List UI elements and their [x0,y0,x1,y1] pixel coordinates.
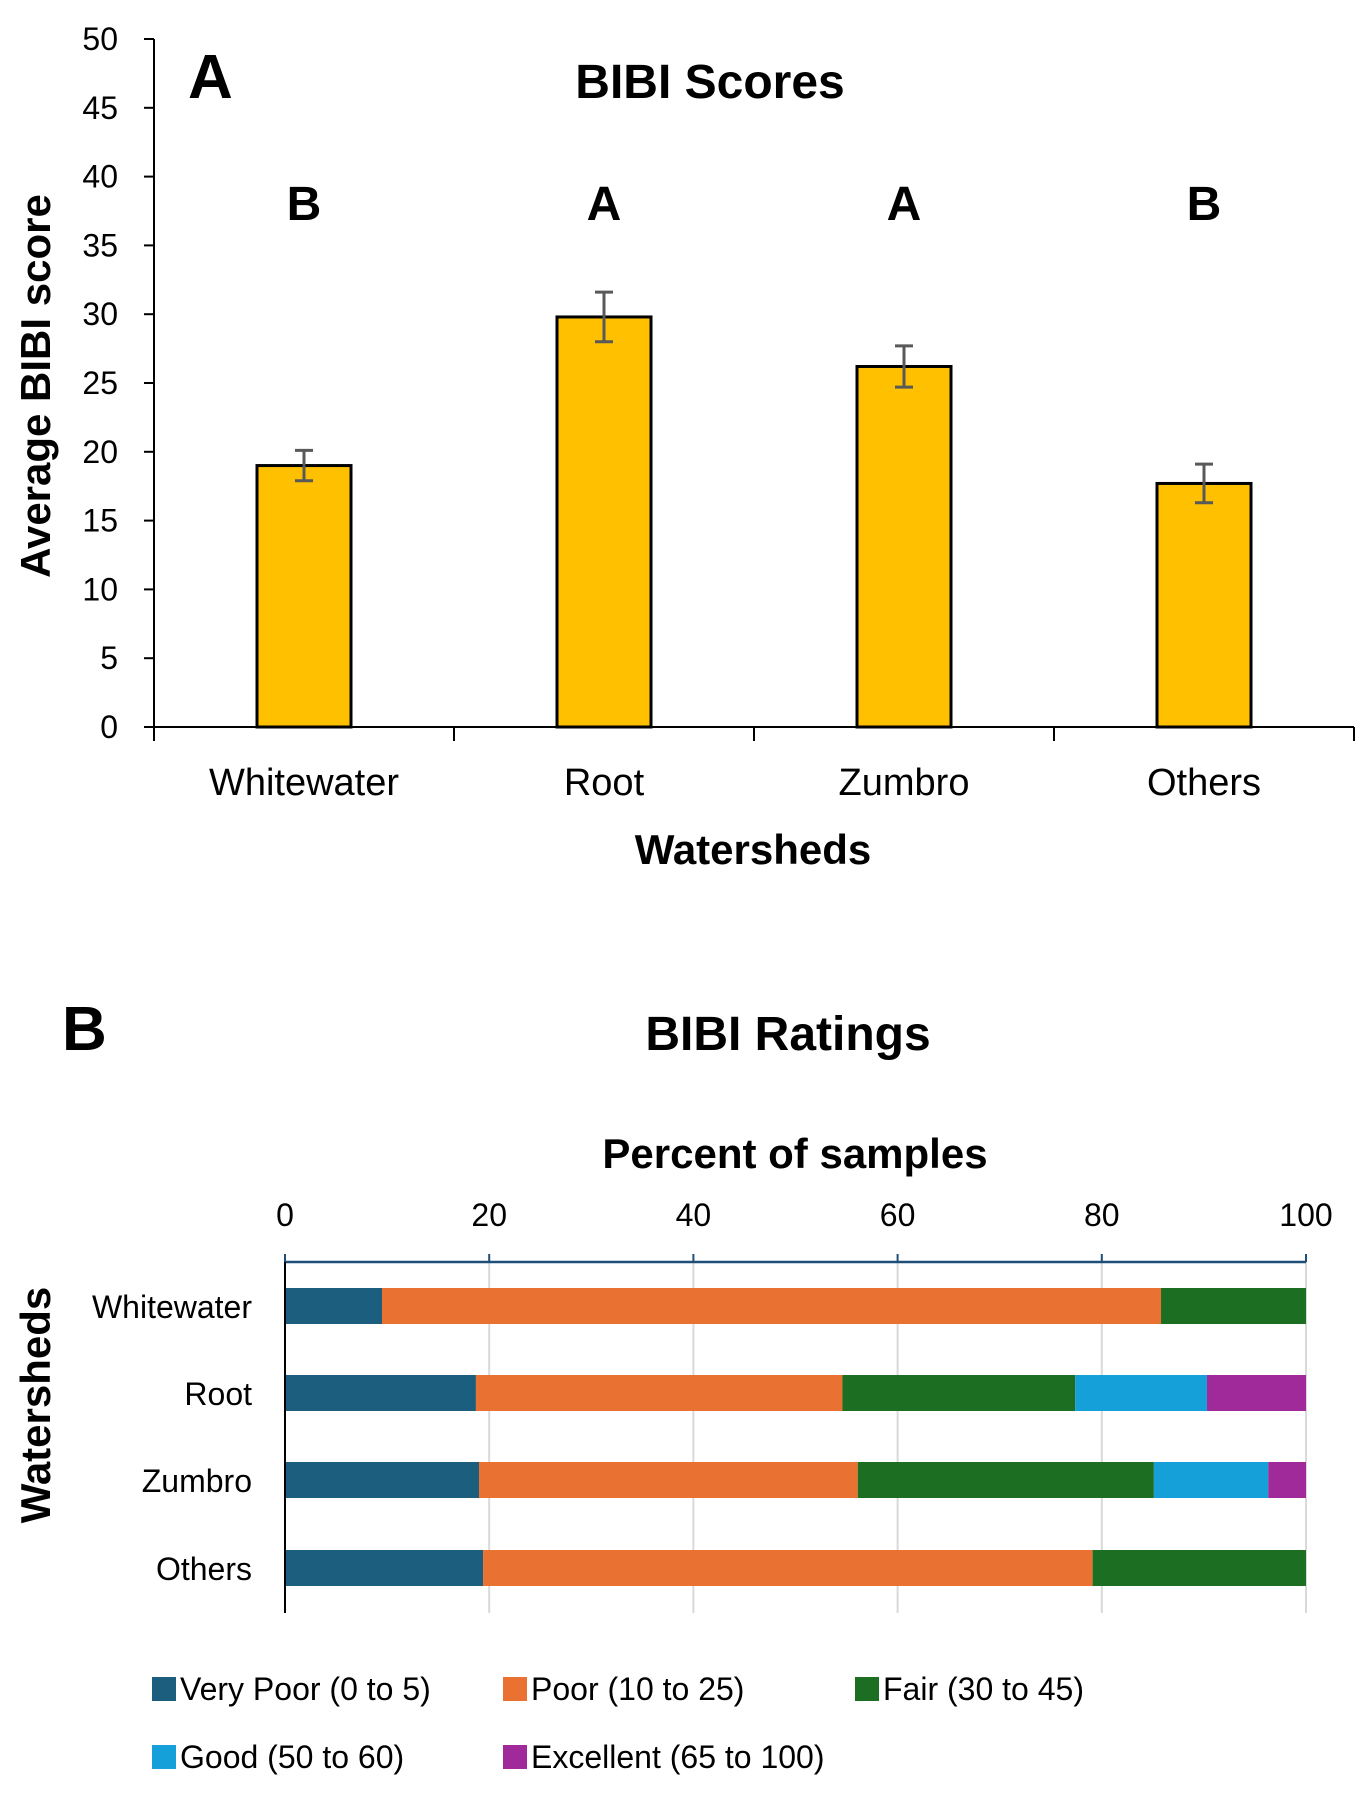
significance-letter: B [1187,178,1222,231]
legend-swatch [152,1745,176,1769]
panel-a-category-labels: Whitewater Root Zumbro Others [209,762,1261,804]
panel-b-category-labels: Whitewater Root Zumbro Others [92,1289,252,1587]
legend-swatch [503,1677,527,1701]
segment-root-1 [475,1375,843,1411]
legend-swatch [855,1677,879,1701]
segment-zumbro-1 [478,1462,858,1498]
panel-a-bar-chart: A BIBI Scores Average BIBI score Watersh… [12,21,1355,873]
x-tick-label: 20 [471,1197,507,1233]
legend-label: Poor (10 to 25) [531,1671,744,1707]
y-category-label: Zumbro [142,1463,252,1499]
segment-zumbro-0 [285,1462,479,1498]
x-tick-label: 60 [880,1197,916,1233]
panel-b-y-axis-title: Watersheds [12,1287,59,1524]
panel-a-letter: A [188,43,233,112]
panel-b-letter: B [62,995,107,1064]
bar-zumbro [855,364,953,729]
legend-swatch [503,1745,527,1769]
panel-b-bars [285,1288,1306,1586]
y-tick-label: 40 [82,159,118,195]
panel-a-x-axis-title: Watersheds [635,826,872,873]
panel-b-x-ticks: 0 20 40 60 80 100 [276,1197,1333,1262]
x-tick-label: 80 [1084,1197,1120,1233]
segment-whitewater-0 [285,1288,382,1324]
panel-a-bars [255,290,1253,729]
legend-label: Excellent (65 to 100) [531,1739,825,1775]
y-tick-label: 35 [82,227,118,263]
y-category-label: Whitewater [92,1289,252,1325]
segment-others-2 [1092,1550,1306,1586]
y-tick-label: 15 [82,503,118,539]
y-tick-label: 20 [82,434,118,470]
y-tick-label: 45 [82,90,118,126]
panel-a-axes [153,39,1355,741]
segment-others-1 [483,1550,1093,1586]
segment-zumbro-4 [1268,1462,1306,1498]
legend-swatch [152,1677,176,1701]
y-tick-label: 50 [82,21,118,57]
y-category-label: Others [156,1551,252,1587]
x-category-label: Zumbro [839,762,970,804]
legend-label: Good (50 to 60) [180,1739,404,1775]
panel-a-y-ticks: 0 5 10 15 20 25 30 35 40 45 50 [82,21,154,745]
panel-b-x-axis-title: Percent of samples [602,1130,987,1177]
y-tick-label: 30 [82,296,118,332]
segment-root-2 [842,1375,1076,1411]
segment-zumbro-3 [1153,1462,1269,1498]
y-tick-label: 10 [82,571,118,607]
significance-letter: B [287,178,322,231]
y-tick-label: 0 [100,709,118,745]
y-tick-label: 25 [82,365,118,401]
bar-whitewater [255,464,353,729]
legend-label: Fair (30 to 45) [883,1671,1084,1707]
segment-root-4 [1206,1375,1306,1411]
bar-others [1155,481,1253,729]
segment-root-3 [1075,1375,1207,1411]
x-tick-label: 40 [676,1197,712,1233]
segment-whitewater-1 [381,1288,1162,1324]
x-tick-label: 0 [276,1197,294,1233]
segment-root-0 [285,1375,476,1411]
x-category-label: Others [1147,762,1261,804]
panel-b-legend: Very Poor (0 to 5) Poor (10 to 25) Fair (3… [152,1671,1084,1775]
x-category-label: Whitewater [209,762,399,804]
segment-zumbro-2 [857,1462,1154,1498]
bar-root [555,315,653,729]
significance-letter: A [587,178,622,231]
x-tick-label: 100 [1279,1197,1332,1233]
panel-a-title: BIBI Scores [575,56,844,109]
panel-a-y-axis-title: Average BIBI score [12,194,59,578]
panel-b-axes [284,1260,1306,1613]
segment-others-0 [285,1550,484,1586]
panel-b-title: BIBI Ratings [645,1008,930,1061]
segment-whitewater-2 [1161,1288,1306,1324]
panel-b-stacked-bar-chart: B BIBI Ratings Percent of samples Waters… [12,995,1333,1775]
significance-letter: A [887,178,922,231]
y-category-label: Root [184,1376,252,1412]
x-category-label: Root [564,762,645,804]
legend-label: Very Poor (0 to 5) [180,1671,431,1707]
y-tick-label: 5 [100,640,118,676]
